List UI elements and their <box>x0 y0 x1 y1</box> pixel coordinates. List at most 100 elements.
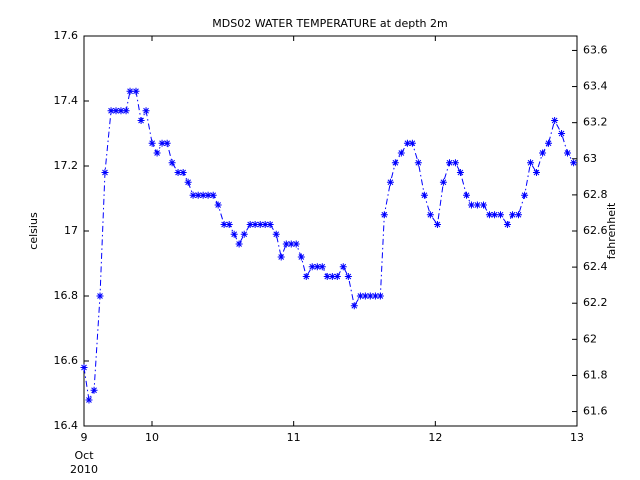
data-marker <box>153 149 161 157</box>
x-tick-label: 10 <box>145 431 159 444</box>
data-marker <box>287 240 295 248</box>
x-tick-label: 9 <box>81 431 88 444</box>
data-marker <box>246 221 254 228</box>
data-marker <box>446 159 453 167</box>
data-marker <box>282 240 290 248</box>
data-marker <box>397 149 405 157</box>
data-marker <box>174 169 182 176</box>
y2-tick-label: 61.6 <box>583 405 608 418</box>
data-marker <box>256 221 264 228</box>
y2-tick-label: 62.6 <box>583 224 608 237</box>
data-marker <box>137 117 145 124</box>
data-marker <box>277 253 285 261</box>
data-marker <box>527 159 535 167</box>
y2-tick-label: 63.2 <box>583 116 608 129</box>
data-marker <box>266 221 274 228</box>
data-marker <box>230 230 238 238</box>
data-marker <box>391 159 399 167</box>
data-marker <box>148 139 156 147</box>
data-marker <box>302 273 310 280</box>
data-marker <box>90 386 98 394</box>
data-marker <box>386 178 394 186</box>
data-marker <box>112 107 120 115</box>
y-tick-label: 17 <box>64 224 78 237</box>
y-tick-label: 17.2 <box>54 159 79 172</box>
data-marker <box>214 201 222 209</box>
data-marker <box>158 139 166 147</box>
data-marker <box>209 191 217 199</box>
data-marker <box>376 292 384 300</box>
data-marker <box>333 273 341 280</box>
data-marker <box>101 169 109 176</box>
data-marker <box>240 230 248 238</box>
y-axis-label: celsius <box>27 212 40 250</box>
data-marker <box>408 139 416 147</box>
data-marker <box>545 139 553 147</box>
data-marker <box>403 139 411 147</box>
data-marker <box>204 191 212 199</box>
y-tick-label: 16.6 <box>54 354 79 367</box>
data-marker <box>344 273 352 280</box>
month-label: Oct <box>74 449 94 462</box>
data-marker <box>251 221 259 228</box>
data-marker <box>339 263 347 271</box>
data-marker <box>366 292 374 300</box>
data-marker <box>414 159 422 167</box>
data-marker <box>85 396 93 404</box>
data-marker <box>497 211 504 219</box>
data-marker <box>313 263 321 271</box>
data-marker <box>467 201 475 209</box>
data-marker <box>426 211 434 219</box>
data-marker <box>323 273 331 280</box>
data-marker <box>521 191 529 199</box>
data-marker <box>570 159 578 167</box>
data-marker <box>503 221 511 228</box>
data-marker <box>220 221 228 228</box>
data-marker <box>463 191 470 199</box>
y-tick-label: 17.6 <box>54 29 79 42</box>
chart-title: MDS02 WATER TEMPERATURE at depth 2m <box>212 17 447 30</box>
data-marker <box>514 211 522 219</box>
data-marker <box>532 169 540 176</box>
data-marker <box>491 211 499 219</box>
data-marker <box>361 292 369 300</box>
data-marker <box>456 169 464 176</box>
data-marker <box>350 302 358 310</box>
y-tick-label: 16.4 <box>54 419 79 432</box>
data-marker <box>107 107 115 115</box>
data-marker <box>328 273 336 280</box>
data-marker <box>480 201 487 209</box>
data-marker <box>433 221 441 228</box>
data-marker <box>163 139 171 147</box>
y2-tick-label: 62.8 <box>583 188 608 201</box>
data-marker <box>168 159 176 167</box>
data-marker <box>356 292 364 300</box>
x-tick-label: 11 <box>287 431 301 444</box>
data-marker <box>184 178 192 186</box>
year-label: 2010 <box>70 463 98 476</box>
y-tick-label: 16.8 <box>54 289 79 302</box>
data-marker <box>539 149 547 157</box>
data-marker <box>308 263 316 271</box>
data-marker <box>380 211 388 219</box>
data-marker <box>261 221 269 228</box>
y2-axis-label: fahrenheit <box>605 202 618 259</box>
y2-tick-label: 62 <box>583 332 597 345</box>
data-marker <box>473 201 481 209</box>
y2-tick-label: 63.6 <box>583 43 608 56</box>
data-marker <box>189 191 197 199</box>
x-tick-label: 13 <box>570 431 584 444</box>
data-marker <box>126 87 134 95</box>
data-marker <box>451 159 459 167</box>
y2-tick-label: 63.4 <box>583 80 608 93</box>
data-marker <box>564 149 572 157</box>
data-marker <box>179 169 187 176</box>
data-marker <box>420 191 428 199</box>
data-marker <box>318 263 326 271</box>
data-marker <box>272 230 280 238</box>
x-tick-label: 12 <box>428 431 442 444</box>
data-marker <box>235 240 243 248</box>
data-marker <box>292 240 300 248</box>
data-marker <box>117 107 125 115</box>
data-marker <box>558 130 566 137</box>
